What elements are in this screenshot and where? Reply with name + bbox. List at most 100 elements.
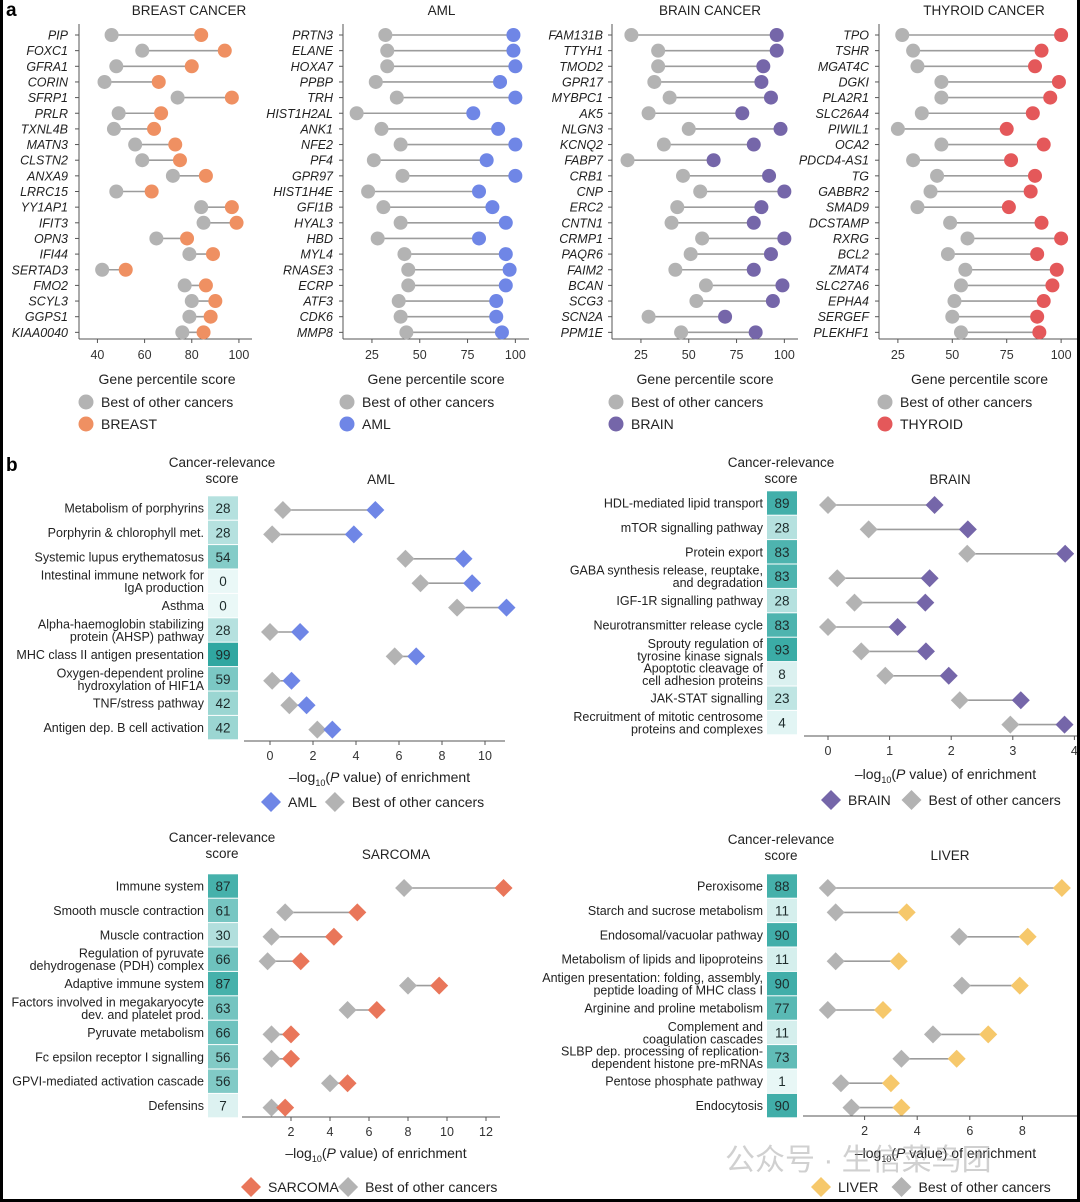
score-value: 30 [215, 928, 230, 943]
score-value: 23 [774, 691, 789, 706]
point-other-cancers [401, 278, 416, 293]
pathway-label: Porphyrin & chlorophyll met. [48, 526, 204, 540]
point-other-cancers [104, 28, 119, 42]
point-other-cancers [950, 927, 969, 946]
point-aml [282, 671, 301, 690]
point-breast [224, 90, 239, 105]
gene-label: SCYL3 [28, 295, 68, 309]
point-sarcoma [494, 879, 513, 897]
point-sarcoma [430, 976, 449, 995]
point-other-cancers [393, 215, 408, 230]
legend-label-thyroid: THYROID [900, 416, 963, 432]
score-value: 54 [215, 550, 231, 565]
score-value: 11 [775, 1025, 789, 1040]
score-header: score [205, 471, 238, 486]
score-cell [208, 971, 238, 996]
point-other-cancers [411, 574, 430, 593]
score-cell [208, 898, 238, 923]
gene-label: SERTAD3 [11, 263, 68, 277]
point-other-cancers [958, 544, 977, 563]
score-cell [208, 667, 238, 691]
x-axis-label: Gene percentile score [911, 371, 1048, 387]
point-aml [497, 598, 516, 617]
pathway-label: Adaptive immune system [64, 977, 204, 991]
gene-label: MGAT4C [818, 60, 870, 74]
pathway-label: peptide loading of MHC class I [593, 984, 763, 998]
point-other-cancers [135, 153, 150, 168]
point-other-cancers [170, 90, 185, 105]
gene-label: DGKI [838, 75, 869, 89]
gene-label: OCA2 [835, 138, 869, 152]
pathway-label: and degradation [673, 576, 763, 590]
point-other-cancers [368, 74, 383, 89]
point-other-cancers [958, 262, 973, 277]
point-other-cancers [338, 1001, 357, 1019]
point-aml [466, 106, 481, 121]
gene-label: MATN3 [27, 138, 68, 152]
pathway-label: Alpha-haemoglobin stabilizing [38, 618, 204, 632]
point-other-cancers [647, 74, 662, 89]
gene-label: TXNL4B [21, 122, 68, 136]
panel-title: THYROID CANCER [923, 3, 1045, 18]
x-tick-label: 2 [948, 744, 955, 758]
score-cell [208, 996, 238, 1020]
point-aml [489, 309, 504, 324]
gene-label: ATF3 [302, 295, 333, 309]
pathway-label: Immune system [116, 880, 204, 894]
score-cell [767, 588, 797, 613]
x-tick-label: 25 [365, 348, 379, 362]
point-thyroid [1045, 278, 1060, 293]
score-value: 63 [215, 1001, 230, 1016]
point-liver [1018, 927, 1037, 946]
x-tick-label: 10 [478, 749, 492, 763]
score-value: 11 [775, 952, 789, 967]
x-tick-label: 100 [505, 348, 526, 362]
point-other-cancers [399, 976, 417, 995]
point-other-cancers [308, 720, 327, 739]
point-other-cancers [960, 231, 975, 246]
point-other-cancers [401, 262, 416, 277]
gene-label: GFRA1 [26, 60, 68, 74]
point-other-cancers [934, 90, 949, 105]
point-other-cancers [349, 106, 364, 121]
gene-label: TSHR [835, 44, 869, 58]
x-axis-label: Gene percentile score [99, 371, 236, 387]
point-brain [920, 569, 939, 588]
legend-marker-thyroid [877, 416, 893, 432]
pathway-label: IGF-1R signalling pathway [616, 594, 763, 608]
x-tick-label: 3 [1009, 744, 1016, 758]
point-thyroid [1028, 59, 1042, 74]
point-breast [196, 325, 211, 340]
legend-marker-liver [811, 1177, 831, 1197]
pathway-label: Smooth muscle contraction [53, 904, 204, 918]
point-other-cancers [263, 671, 282, 690]
pathway-label: Starch and sucrose metabolism [588, 904, 763, 918]
point-liver [947, 1049, 966, 1068]
point-aml [498, 278, 513, 293]
point-aml [508, 59, 523, 74]
pathway-label: cell adhesion proteins [642, 674, 763, 688]
point-other-cancers [448, 598, 467, 617]
score-value: 4 [778, 716, 786, 731]
x-tick-label: 2 [861, 1124, 868, 1138]
point-other-cancers [831, 1074, 850, 1093]
x-axis-label: –log10(P value) of enrichment [855, 1145, 1036, 1164]
panel-title: BRAIN CANCER [659, 3, 761, 18]
point-brain [775, 278, 790, 293]
score-cell [767, 1069, 797, 1093]
point-other-cancers [852, 642, 871, 661]
point-other-cancers [689, 294, 704, 309]
x-tick-label: 75 [730, 348, 744, 362]
point-other-cancers [934, 137, 949, 152]
point-other-cancers [910, 200, 925, 215]
pathway-label: Muscle contraction [100, 928, 204, 942]
pathway-label: HDL-mediated lipid transport [604, 497, 764, 511]
legend-label-other: Best of other cancers [631, 394, 763, 410]
point-brain [718, 309, 733, 324]
pathway-label: Protein export [685, 545, 763, 559]
point-other-cancers [842, 1098, 861, 1117]
point-other-cancers [683, 247, 698, 262]
score-value: 0 [219, 599, 227, 614]
legend-label-sarcoma: SARCOMA [268, 1179, 339, 1195]
